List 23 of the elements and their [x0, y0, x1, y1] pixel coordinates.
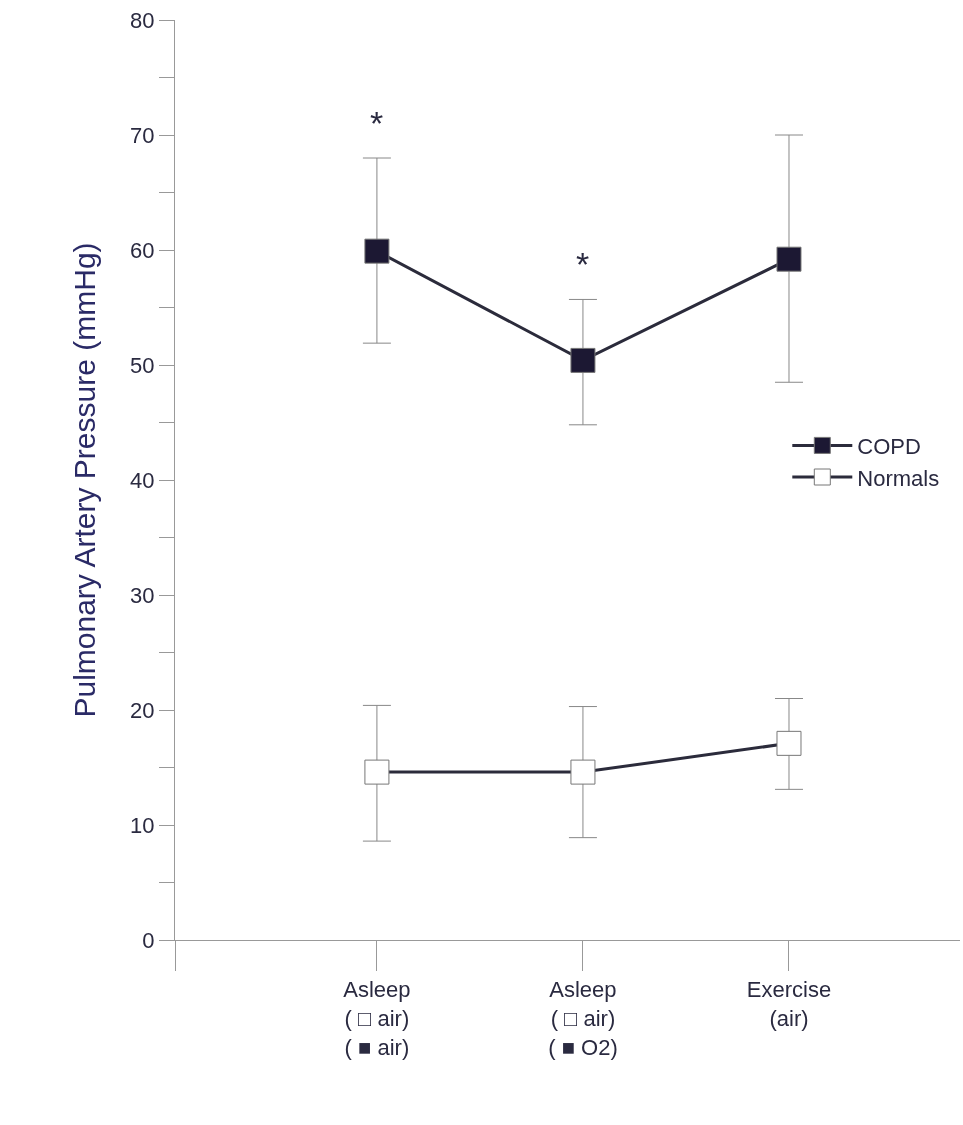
- y-tick-label: 70: [130, 122, 155, 148]
- point: [776, 730, 802, 756]
- point: [364, 759, 390, 785]
- y-tick-label: 60: [130, 237, 155, 263]
- y-tick-label: 80: [130, 7, 155, 33]
- point: [776, 246, 802, 272]
- y-tick-label: 50: [130, 352, 155, 378]
- y-tick-label: 20: [130, 697, 155, 723]
- annotation: *: [370, 104, 384, 142]
- x-tick-label: Asleep ( □ air) ( ■ air): [343, 977, 411, 1060]
- legend-label: Normals: [857, 465, 940, 491]
- y-tick-label: 30: [130, 582, 155, 608]
- y-tick-label: 40: [130, 467, 155, 493]
- point: [364, 238, 390, 264]
- x-tick-label: Asleep ( □ air) ( ■ O2): [548, 977, 618, 1060]
- y-tick-label: 0: [142, 927, 155, 953]
- point: [570, 347, 596, 373]
- legend-label: COPD: [857, 433, 921, 459]
- y-tick-label: 10: [130, 812, 155, 838]
- point: [570, 759, 596, 785]
- y-axis-title: Pulmonary Artery Pressure (mmHg): [68, 242, 102, 718]
- x-tick-label: Exercise (air): [746, 977, 832, 1031]
- annotation: *: [576, 245, 590, 283]
